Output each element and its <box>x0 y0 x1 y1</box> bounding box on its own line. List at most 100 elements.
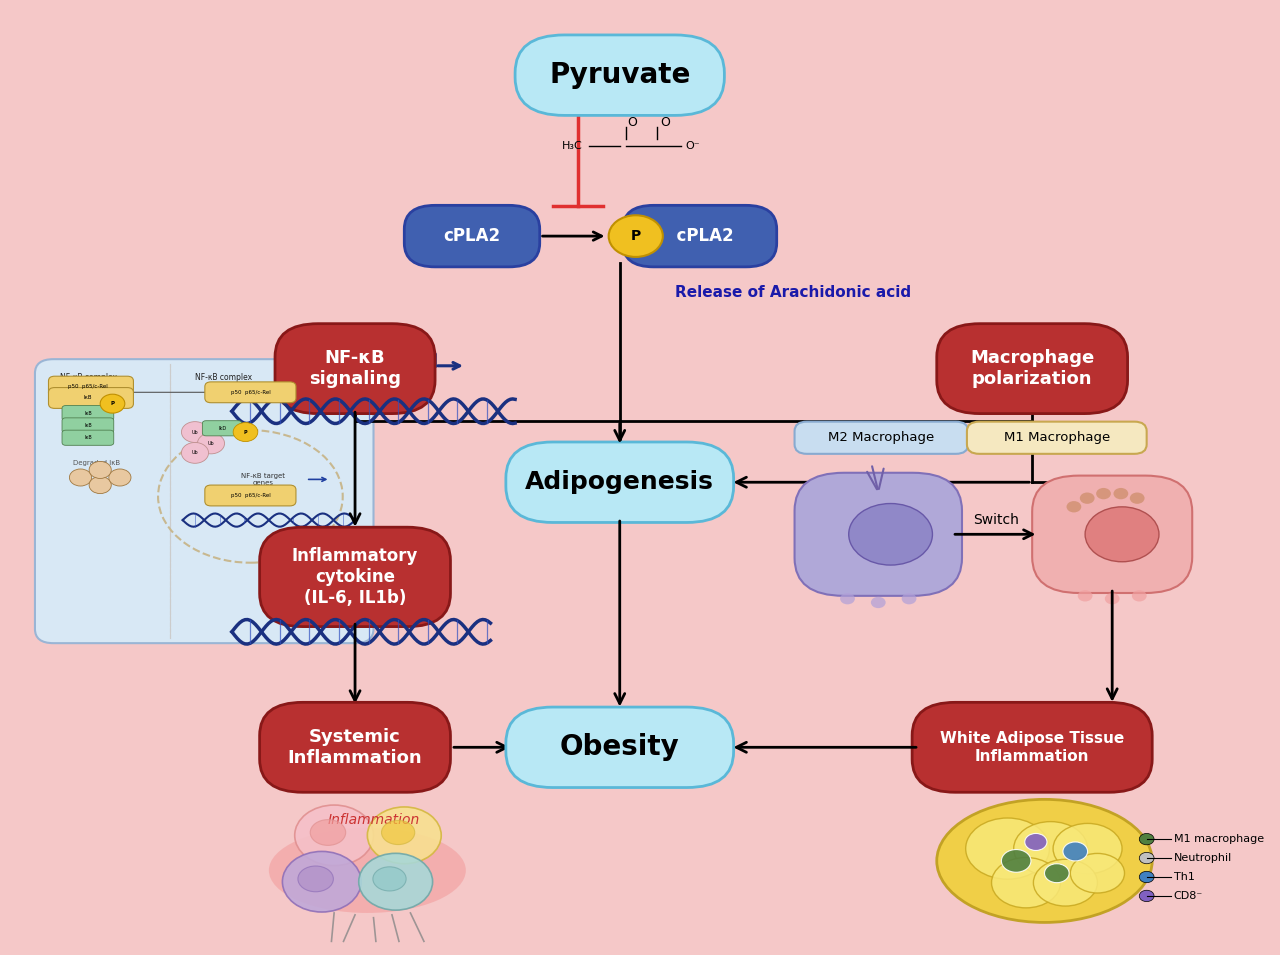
Text: CD8⁻: CD8⁻ <box>1174 891 1203 901</box>
Circle shape <box>1078 590 1093 602</box>
Text: IκB: IκB <box>84 435 92 440</box>
Ellipse shape <box>965 818 1050 880</box>
Circle shape <box>109 469 131 486</box>
Text: P: P <box>631 229 641 244</box>
Text: IkD: IkD <box>218 426 227 431</box>
Circle shape <box>69 469 92 486</box>
FancyBboxPatch shape <box>61 430 114 445</box>
Text: Systemic
Inflammation: Systemic Inflammation <box>288 728 422 767</box>
Circle shape <box>1130 493 1144 504</box>
Text: Obesity: Obesity <box>559 733 680 761</box>
Text: Release of Arachidonic acid: Release of Arachidonic acid <box>675 286 911 301</box>
Text: Macrophage
polarization: Macrophage polarization <box>970 350 1094 388</box>
Text: Ub: Ub <box>207 441 214 446</box>
Circle shape <box>1139 853 1155 863</box>
FancyBboxPatch shape <box>937 324 1128 414</box>
FancyBboxPatch shape <box>913 702 1152 793</box>
Circle shape <box>1066 501 1082 513</box>
Text: Adipogenesis: Adipogenesis <box>525 470 714 495</box>
Circle shape <box>294 805 374 865</box>
FancyBboxPatch shape <box>49 376 133 397</box>
FancyBboxPatch shape <box>202 421 242 435</box>
Circle shape <box>901 593 916 605</box>
Circle shape <box>1132 590 1147 602</box>
FancyBboxPatch shape <box>205 382 296 403</box>
Ellipse shape <box>937 799 1152 923</box>
FancyBboxPatch shape <box>515 35 724 116</box>
FancyBboxPatch shape <box>205 485 296 506</box>
Circle shape <box>283 852 361 912</box>
Ellipse shape <box>1070 854 1125 893</box>
Circle shape <box>1025 834 1047 851</box>
Text: Pyruvate: Pyruvate <box>549 61 690 89</box>
Circle shape <box>90 477 111 494</box>
Text: Ub: Ub <box>192 430 198 435</box>
Circle shape <box>1105 593 1120 605</box>
Text: O⁻: O⁻ <box>685 141 700 151</box>
Text: M1 Macrophage: M1 Macrophage <box>1004 432 1110 444</box>
Text: p50  p65/c-Rel: p50 p65/c-Rel <box>230 390 270 394</box>
Circle shape <box>90 461 111 478</box>
Text: Switch: Switch <box>974 513 1019 527</box>
Circle shape <box>1080 493 1094 504</box>
FancyBboxPatch shape <box>49 388 133 409</box>
Circle shape <box>358 854 433 910</box>
Circle shape <box>1139 871 1155 882</box>
Text: O: O <box>627 116 637 129</box>
Circle shape <box>100 394 125 414</box>
Circle shape <box>1139 834 1155 845</box>
Text: NF-κB complex: NF-κB complex <box>60 372 116 382</box>
FancyBboxPatch shape <box>966 422 1147 454</box>
Text: M2 Macrophage: M2 Macrophage <box>828 432 934 444</box>
Circle shape <box>1139 890 1155 902</box>
Text: NF-κB target
genes: NF-κB target genes <box>241 473 284 486</box>
Circle shape <box>197 433 224 454</box>
Ellipse shape <box>298 866 333 892</box>
Text: IκB: IκB <box>84 411 92 415</box>
Text: White Adipose Tissue
Inflammation: White Adipose Tissue Inflammation <box>940 732 1124 763</box>
Ellipse shape <box>1033 860 1097 906</box>
Text: p50  p65/c-Rel: p50 p65/c-Rel <box>68 384 108 389</box>
Circle shape <box>233 423 257 441</box>
FancyBboxPatch shape <box>35 359 374 643</box>
Text: O: O <box>660 116 671 129</box>
Text: Neutrophil: Neutrophil <box>1174 853 1233 863</box>
Circle shape <box>1114 488 1128 499</box>
FancyBboxPatch shape <box>404 205 540 266</box>
Circle shape <box>367 807 442 863</box>
Circle shape <box>609 215 663 257</box>
Ellipse shape <box>1053 823 1123 874</box>
Circle shape <box>1001 850 1030 872</box>
FancyBboxPatch shape <box>506 442 733 522</box>
Circle shape <box>1044 863 1069 882</box>
Text: Inflammatory
cytokine
(IL-6, IL1b): Inflammatory cytokine (IL-6, IL1b) <box>292 547 419 606</box>
FancyBboxPatch shape <box>623 205 777 266</box>
FancyBboxPatch shape <box>61 406 114 421</box>
Text: Inflammation: Inflammation <box>328 814 420 827</box>
FancyBboxPatch shape <box>506 707 733 788</box>
Circle shape <box>182 442 209 463</box>
FancyBboxPatch shape <box>260 527 451 626</box>
Text: Ub: Ub <box>192 451 198 456</box>
Text: NF-κB complex: NF-κB complex <box>195 372 252 382</box>
Circle shape <box>1062 842 1088 860</box>
Text: NF-κB
signaling: NF-κB signaling <box>308 350 401 388</box>
FancyBboxPatch shape <box>795 473 963 596</box>
Ellipse shape <box>310 819 346 845</box>
Text: P: P <box>110 401 114 406</box>
Text: cPLA2: cPLA2 <box>666 227 733 245</box>
FancyBboxPatch shape <box>275 324 435 414</box>
Text: H₃C: H₃C <box>562 141 582 151</box>
Text: Degraded IκB: Degraded IκB <box>73 460 120 466</box>
Ellipse shape <box>372 867 406 891</box>
Text: p50  p65/c-Rel: p50 p65/c-Rel <box>230 493 270 498</box>
Text: Th1: Th1 <box>1174 872 1194 882</box>
Ellipse shape <box>1014 821 1088 876</box>
Circle shape <box>870 597 886 608</box>
Ellipse shape <box>1085 507 1158 562</box>
Ellipse shape <box>992 858 1061 908</box>
FancyBboxPatch shape <box>61 418 114 433</box>
Text: P: P <box>243 430 247 435</box>
Ellipse shape <box>849 503 932 565</box>
FancyBboxPatch shape <box>260 702 451 793</box>
